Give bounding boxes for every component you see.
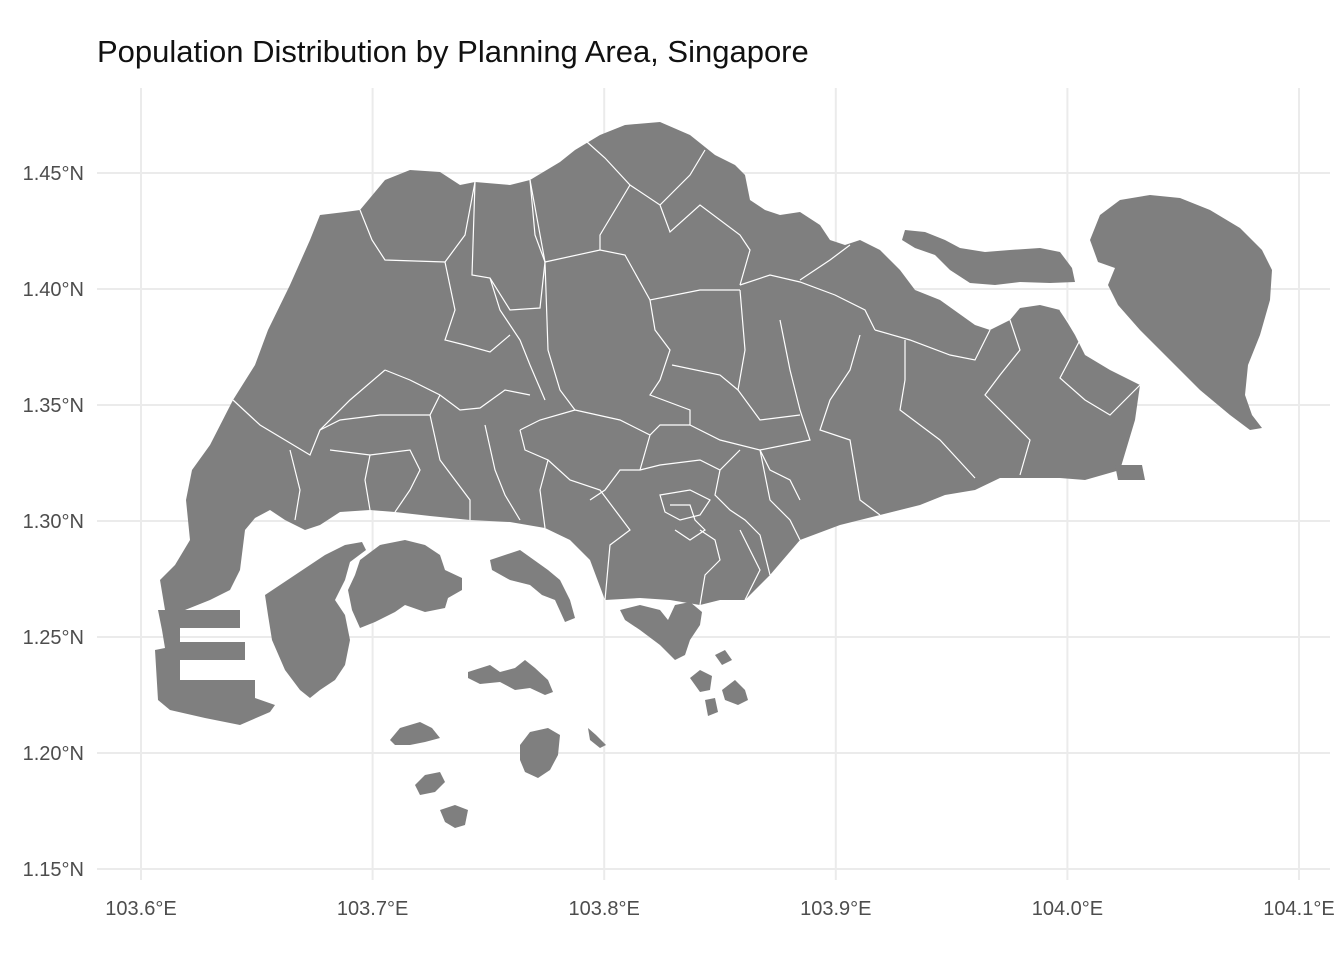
y-tick-label: 1.25°N: [23, 627, 84, 649]
sentosa: [620, 602, 702, 660]
y-tick-label: 1.45°N: [23, 163, 84, 185]
x-tick-label: 104.1°E: [1263, 898, 1334, 920]
pasir-panjang-terminal: [490, 550, 575, 622]
island-southern-1: [468, 660, 553, 695]
island-southern-3: [520, 728, 560, 778]
planning-area-borders: [232, 141, 1141, 606]
island-southern-4: [415, 772, 445, 795]
island-southern-2: [390, 722, 440, 745]
pulau-tekong: [1090, 195, 1272, 430]
island-southern-9: [722, 680, 748, 705]
island-southern-5: [440, 805, 468, 828]
y-tick-label: 1.35°N: [23, 395, 84, 417]
y-tick-label: 1.20°N: [23, 743, 84, 765]
x-tick-label: 104.0°E: [1032, 898, 1103, 920]
island-southern-8: [715, 650, 732, 665]
island-southern-10: [705, 698, 718, 716]
main-island: [160, 122, 1140, 610]
x-tick-label: 103.8°E: [569, 898, 640, 920]
pulau-ubin: [902, 230, 1075, 285]
x-tick-label: 103.7°E: [337, 898, 408, 920]
y-tick-label: 1.30°N: [23, 511, 84, 533]
x-tick-label: 103.9°E: [800, 898, 871, 920]
island-southern-7: [690, 670, 712, 692]
jurong-island-east: [348, 540, 462, 628]
x-tick-label: 103.6°E: [105, 898, 176, 920]
changi-east-reclamation: [1115, 465, 1145, 480]
island-southern-6: [588, 728, 606, 748]
y-tick-label: 1.15°N: [23, 859, 84, 881]
y-tick-label: 1.40°N: [23, 279, 84, 301]
map-title: Population Distribution by Planning Area…: [97, 34, 809, 69]
jurong-island: [265, 542, 366, 698]
tuas-peninsula: [155, 610, 275, 725]
land-layer: [155, 122, 1272, 828]
